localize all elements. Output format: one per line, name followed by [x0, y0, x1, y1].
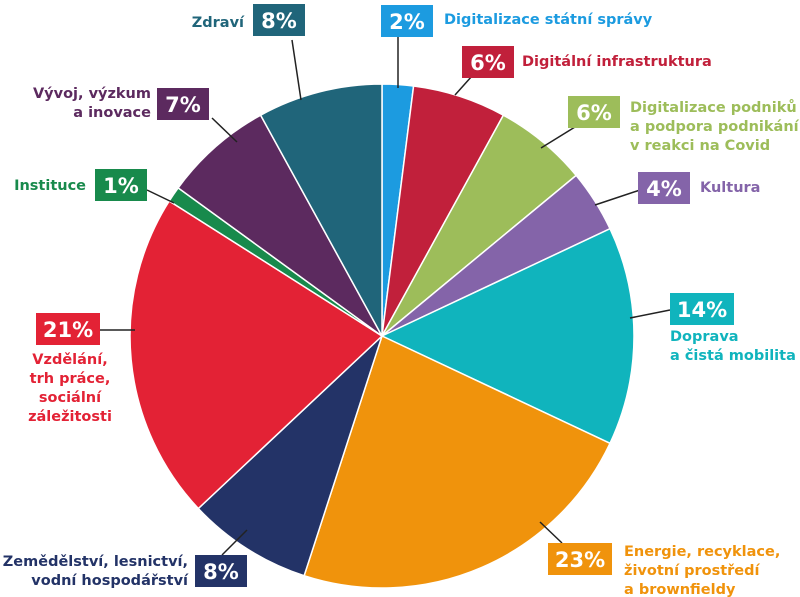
- category-label-line: a čistá mobilita: [670, 348, 796, 364]
- percent-label: 8%: [203, 560, 239, 584]
- category-label-line: sociální: [39, 390, 102, 406]
- percent-label: 2%: [389, 10, 425, 34]
- category-label-line: Vývoj, výzkum: [33, 86, 151, 102]
- category-label-line: záležitosti: [28, 409, 112, 425]
- percent-box: [157, 88, 209, 120]
- category-label-line: Digitalizace státní správy: [444, 12, 653, 28]
- percent-label: 23%: [555, 548, 605, 572]
- percent-box: [253, 4, 305, 36]
- pie-slice: [129, 199, 384, 510]
- category-label: Vývoj, výzkum a inovace: [33, 86, 151, 121]
- percent-box: [95, 169, 147, 201]
- pie-slices: [129, 83, 635, 589]
- category-label-line: Doprava: [670, 329, 739, 345]
- percent-box: [548, 543, 612, 575]
- leader-line: [291, 39, 302, 101]
- leader-line: [211, 117, 238, 143]
- leader-lines: [100, 35, 671, 556]
- slice-labels: 2% Digitalizace státní správy 6% Digitální …: [3, 4, 800, 597]
- category-label-line: Vzdělání,: [32, 352, 107, 368]
- category-label: Vzdělání, trh práce, sociální záležitosti: [28, 352, 112, 425]
- pie-slice: [259, 83, 383, 337]
- leader-line: [540, 126, 576, 149]
- percent-box: [638, 172, 690, 204]
- percent-box: [195, 555, 247, 587]
- category-label: Zdraví: [192, 15, 245, 31]
- percent-box: [568, 96, 620, 128]
- percent-box: [36, 313, 100, 345]
- category-label-line: Zdraví: [192, 15, 245, 31]
- percent-box: [381, 5, 433, 37]
- leader-line: [629, 309, 671, 319]
- category-label: Energie, recyklace, životní prostředí a br…: [624, 544, 780, 597]
- percent-label: 21%: [43, 318, 93, 342]
- category-label-line: a inovace: [73, 105, 151, 121]
- category-label: Digitální infrastruktura: [522, 54, 712, 70]
- category-label-line: životní prostředí: [624, 563, 761, 579]
- category-label: Instituce: [14, 178, 86, 194]
- percent-box: [462, 46, 514, 78]
- category-label: Doprava a čistá mobilita: [670, 329, 796, 364]
- percent-label: 14%: [677, 298, 727, 322]
- category-label-line: Energie, recyklace,: [624, 544, 780, 560]
- pie-slice: [303, 334, 612, 589]
- percent-label: 1%: [103, 174, 139, 198]
- percent-box: [670, 293, 734, 325]
- category-label-line: a podpora podnikání: [630, 119, 800, 135]
- category-label-line: Digitální infrastruktura: [522, 54, 712, 70]
- category-label-line: Kultura: [700, 180, 760, 196]
- percent-label: 6%: [470, 51, 506, 75]
- category-label-line: Zemědělství, lesnictví,: [3, 554, 188, 570]
- pie-slice: [380, 227, 635, 445]
- pie-slice: [177, 114, 383, 337]
- category-label-line: a brownfieldy: [624, 582, 736, 597]
- category-label: Digitalizace státní správy: [444, 12, 653, 28]
- percent-label: 6%: [576, 101, 612, 125]
- category-label-line: Digitalizace podniků: [630, 99, 797, 116]
- leader-line: [594, 189, 641, 206]
- category-label: Kultura: [700, 180, 760, 196]
- category-label-line: trh práce,: [30, 371, 111, 387]
- percent-label: 4%: [646, 177, 682, 201]
- category-label-line: Instituce: [14, 178, 86, 194]
- category-label-line: vodní hospodářství: [31, 573, 189, 589]
- leader-line: [539, 521, 563, 544]
- leader-line: [454, 75, 473, 96]
- percent-label: 8%: [261, 9, 297, 33]
- leader-line: [221, 529, 248, 556]
- category-label: Zemědělství, lesnictví, vodní hospodářstv…: [3, 554, 189, 589]
- percent-label: 7%: [165, 93, 201, 117]
- category-label-line: v reakci na Covid: [630, 138, 770, 154]
- category-label: Digitalizace podniků a podpora podnikání v…: [630, 99, 800, 154]
- leader-line: [146, 189, 175, 204]
- pie-slice: [197, 335, 383, 577]
